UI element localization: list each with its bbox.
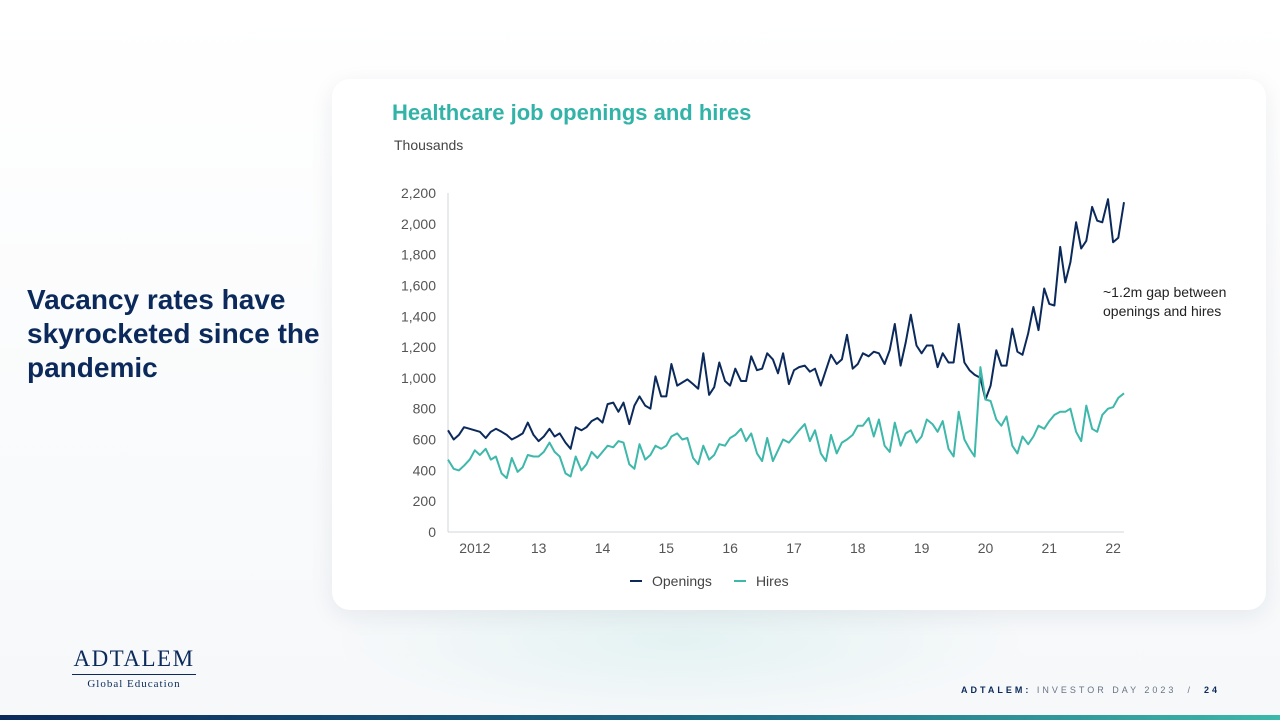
chart-axes: 0 200 400 600 800 1,000 1,200 1,400 1,600 1,800 2,…	[401, 185, 1124, 556]
y-tick-label: 1,800	[401, 247, 436, 263]
y-tick-label: 400	[413, 462, 437, 478]
chart-title: Healthcare job openings and hires	[392, 100, 752, 125]
chart-legend: Openings Hires	[630, 573, 789, 589]
series-line-hires	[447, 366, 1125, 480]
y-tick-label: 1,000	[401, 370, 436, 386]
logo-wordmark: ADTALEM	[73, 646, 195, 671]
page-number: 24	[1203, 685, 1220, 695]
y-tick-label: 2,000	[401, 216, 436, 232]
x-tick-label: 17	[786, 540, 802, 556]
slide-headline: Vacancy rates have skyrocketed since the…	[27, 284, 320, 383]
x-tick-label: 19	[914, 540, 930, 556]
chart-series	[447, 198, 1125, 480]
y-tick-label: 200	[413, 493, 437, 509]
x-tick-label: 13	[531, 540, 547, 556]
y-unit-label: Thousands	[394, 137, 464, 153]
x-tick-label: 15	[659, 540, 675, 556]
y-tick-label: 600	[413, 432, 437, 448]
x-tick-label: 18	[850, 540, 866, 556]
footer-separator: /	[1187, 685, 1193, 695]
y-tick-label: 1,600	[401, 277, 436, 293]
y-tick-label: 0	[428, 524, 436, 540]
y-tick-label: 800	[413, 401, 437, 417]
y-tick-label: 1,200	[401, 339, 436, 355]
x-tick-label: 21	[1042, 540, 1058, 556]
footer-event: INVESTOR DAY 2023	[1036, 685, 1177, 695]
legend-label-openings: Openings	[652, 573, 712, 589]
logo-rule	[72, 674, 196, 675]
slide-footer: ADTALEM: INVESTOR DAY 2023 / 24	[961, 685, 1220, 695]
bottom-accent-bar	[0, 715, 1280, 720]
chart-card	[332, 79, 1266, 610]
x-tick-label: 2012	[459, 540, 490, 556]
legend-item-openings: Openings	[630, 573, 712, 589]
legend-label-hires: Hires	[755, 573, 789, 589]
y-tick-label: 1,400	[401, 308, 436, 324]
gap-annotation: ~1.2m gap between openings and hires	[1103, 284, 1227, 319]
x-tick-label: 14	[595, 540, 611, 556]
series-line-openings	[447, 198, 1125, 450]
x-tick-label: 22	[1105, 540, 1121, 556]
footer-brand: ADTALEM:	[961, 685, 1032, 695]
legend-swatch-hires	[733, 580, 746, 582]
y-tick-label: 2,200	[401, 185, 436, 201]
legend-item-hires: Hires	[733, 573, 789, 589]
x-tick-label: 20	[978, 540, 994, 556]
legend-swatch-openings	[630, 580, 642, 582]
adtalem-logo: ADTALEM Global Education	[64, 646, 204, 690]
x-tick-label: 16	[722, 540, 738, 556]
logo-subtitle: Global Education	[87, 678, 181, 690]
